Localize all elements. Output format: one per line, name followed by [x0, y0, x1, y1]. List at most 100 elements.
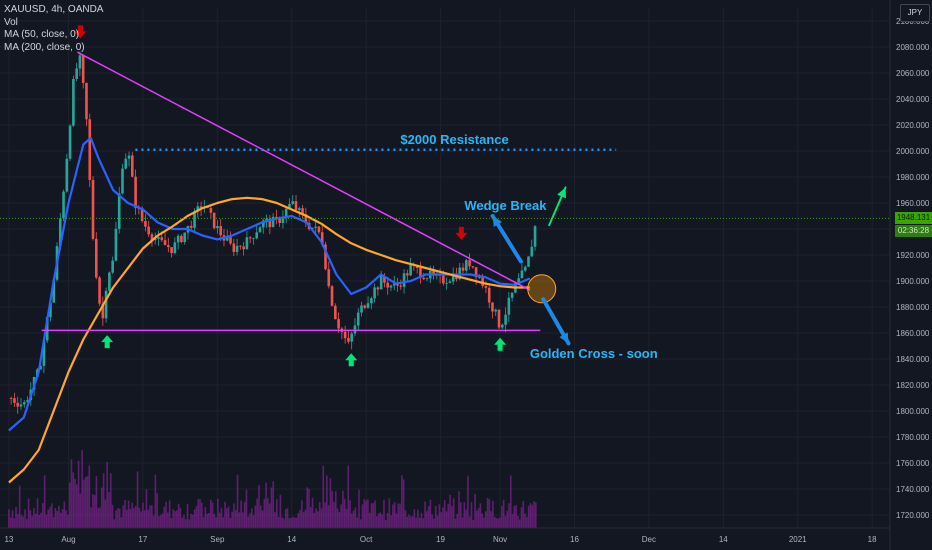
- candle-body: [183, 232, 186, 243]
- volume-bar: [31, 515, 33, 528]
- candle-body: [206, 207, 209, 209]
- resistance-arrow-oct: [455, 226, 468, 240]
- volume-bar: [133, 508, 135, 528]
- candle-body: [58, 218, 62, 247]
- arrow-head: [557, 187, 566, 199]
- candle-body: [500, 324, 504, 328]
- volume-bar: [449, 494, 451, 528]
- volume-bar: [111, 504, 114, 528]
- candle-body: [52, 279, 56, 303]
- volume-bar: [138, 507, 141, 528]
- volume-bar: [183, 515, 185, 528]
- candle-body: [497, 309, 501, 328]
- volume-bar: [352, 510, 355, 528]
- volume-bar: [92, 494, 94, 528]
- volume-bar: [476, 510, 478, 528]
- candle-body: [320, 232, 324, 245]
- y-tick-label: 1780.000: [896, 433, 930, 442]
- volume-bar: [283, 518, 285, 528]
- volume-bar: [454, 518, 457, 528]
- candle-body: [255, 232, 259, 239]
- volume-bar: [34, 513, 37, 528]
- candle-body: [343, 331, 347, 339]
- candle-body: [448, 281, 452, 283]
- volume-bar: [170, 518, 173, 528]
- volume-bar: [33, 507, 35, 528]
- volume-bar: [104, 499, 107, 528]
- volume-bar: [159, 514, 162, 528]
- volume-bar: [167, 512, 169, 528]
- y-tick-label: 1920.000: [896, 251, 930, 260]
- legend-symbol[interactable]: XAUUSD, 4h, OANDA: [4, 4, 104, 15]
- volume-bar: [140, 511, 142, 528]
- volume-bar: [188, 519, 191, 528]
- volume-bar: [318, 502, 321, 528]
- volume-bar: [49, 506, 51, 528]
- volume-bar: [226, 508, 228, 528]
- volume-bar: [443, 500, 446, 528]
- volume-bar: [29, 510, 32, 528]
- x-tick-label: Oct: [360, 535, 373, 544]
- volume-bar: [256, 498, 258, 528]
- candle-body: [72, 78, 75, 126]
- volume-bar: [213, 513, 216, 528]
- candle-body: [68, 125, 72, 159]
- last-price-tag: 1948.131: [895, 212, 932, 225]
- volume-bar: [156, 493, 158, 528]
- volume-bar: [193, 509, 196, 528]
- volume-bar: [388, 498, 391, 528]
- candle-body: [127, 155, 131, 159]
- legend-ma50[interactable]: MA (50, close, 0): [4, 29, 80, 40]
- volume-bar: [331, 491, 333, 528]
- x-tick-label: Dec: [642, 535, 656, 544]
- arrow-head: [559, 332, 569, 344]
- volume-bar: [109, 473, 112, 528]
- volume-bar: [415, 517, 417, 528]
- volume-bar: [202, 517, 205, 528]
- volume-bar: [445, 511, 448, 528]
- candle-body: [491, 302, 494, 312]
- candle-body: [474, 267, 478, 278]
- volume-bar: [122, 505, 125, 528]
- volume-bar: [484, 511, 487, 528]
- candle-body: [487, 287, 491, 303]
- candle-body: [297, 208, 301, 211]
- legend-vol[interactable]: Vol: [4, 16, 18, 28]
- candle-body: [180, 235, 183, 243]
- legend-ma200[interactable]: MA (200, close, 0): [4, 41, 85, 53]
- volume-bar: [468, 516, 471, 528]
- currency-button[interactable]: JPY: [900, 4, 930, 22]
- candle-body: [153, 238, 157, 241]
- candle-body: [419, 267, 422, 278]
- volume-bar: [42, 502, 44, 528]
- candle-body: [163, 240, 167, 246]
- volume-bar: [88, 465, 91, 528]
- volume-bar: [45, 514, 48, 528]
- volume-bar: [427, 506, 430, 528]
- volume-bar: [304, 509, 307, 528]
- volume-bar: [374, 500, 376, 528]
- candle-body: [98, 277, 101, 304]
- volume-bar: [524, 513, 526, 528]
- volume-bar: [461, 517, 464, 528]
- candle-body: [176, 235, 180, 243]
- volume-bar: [340, 504, 342, 528]
- volume-bar: [383, 499, 385, 528]
- x-tick-label: 19: [436, 535, 445, 544]
- volume-bar: [486, 497, 489, 528]
- volume-bar: [506, 510, 509, 528]
- volume-bar: [436, 515, 439, 528]
- golden-cross-circle: [527, 274, 557, 304]
- candle-body: [268, 218, 272, 228]
- candle-body: [193, 211, 196, 228]
- volume-bar: [254, 505, 257, 528]
- x-tick-label: 17: [138, 535, 147, 544]
- volume-bar: [302, 512, 305, 528]
- ma50-line: [8, 136, 531, 432]
- volume-bar: [483, 517, 485, 528]
- volume-bar: [190, 513, 192, 528]
- candle-body: [108, 272, 111, 291]
- volume-bar: [418, 517, 421, 528]
- volume-bar: [43, 475, 46, 528]
